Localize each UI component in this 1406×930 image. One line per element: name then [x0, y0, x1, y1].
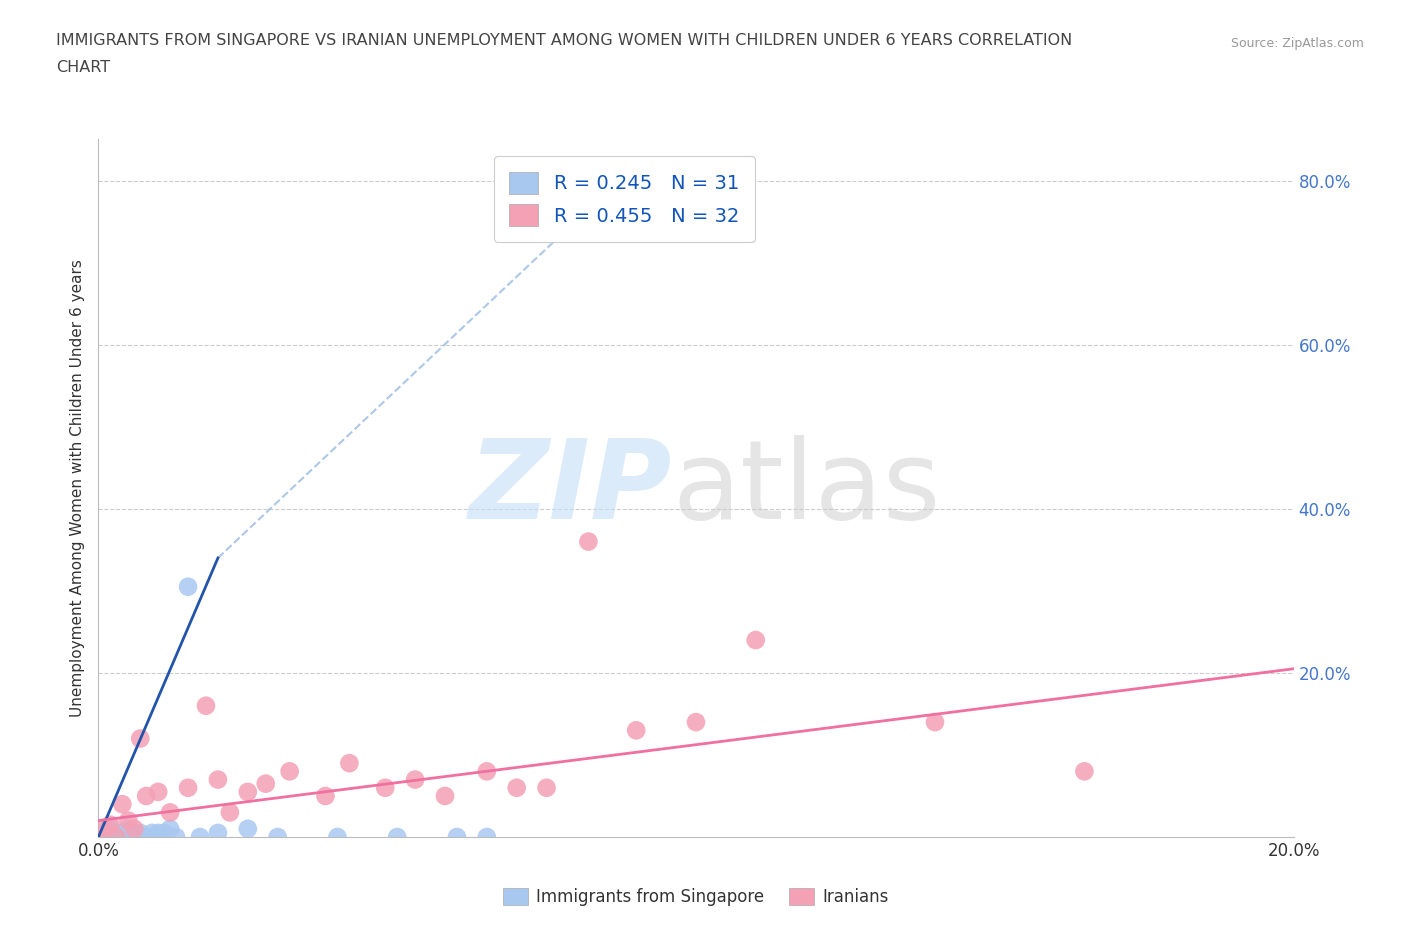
Point: [475, 830, 498, 844]
Text: ZIP: ZIP: [468, 434, 672, 542]
Point: [177, 579, 200, 594]
Point: [141, 826, 163, 841]
Point: [188, 830, 211, 844]
Point: [93, 830, 115, 844]
Point: [148, 826, 170, 841]
Point: [129, 830, 152, 844]
Point: [475, 764, 498, 778]
Point: [624, 723, 647, 737]
Point: [129, 731, 152, 746]
Point: [124, 821, 146, 836]
Point: [219, 805, 242, 820]
Point: [1073, 764, 1095, 778]
Point: [105, 830, 128, 844]
Point: [111, 826, 134, 841]
Point: [98, 817, 122, 832]
Point: [93, 821, 115, 836]
Point: [236, 784, 259, 799]
Point: [207, 772, 229, 787]
Point: [434, 789, 457, 804]
Point: [536, 780, 558, 795]
Legend: Immigrants from Singapore, Iranians: Immigrants from Singapore, Iranians: [496, 881, 896, 912]
Point: [148, 784, 170, 799]
Point: [165, 830, 187, 844]
Point: [177, 780, 200, 795]
Point: [207, 826, 229, 841]
Text: IMMIGRANTS FROM SINGAPORE VS IRANIAN UNEMPLOYMENT AMONG WOMEN WITH CHILDREN UNDE: IMMIGRANTS FROM SINGAPORE VS IRANIAN UNE…: [56, 33, 1073, 47]
Point: [111, 797, 134, 812]
Point: [339, 756, 360, 771]
Point: [578, 534, 600, 549]
Point: [117, 821, 139, 836]
Point: [446, 830, 468, 844]
Point: [135, 830, 157, 844]
Point: [385, 830, 409, 844]
Point: [924, 714, 946, 729]
Point: [326, 830, 349, 844]
Point: [117, 813, 139, 828]
Point: [87, 830, 110, 844]
Y-axis label: Unemployment Among Women with Children Under 6 years: Unemployment Among Women with Children U…: [69, 259, 84, 717]
Point: [236, 821, 259, 836]
Text: CHART: CHART: [56, 60, 110, 75]
Point: [267, 830, 290, 844]
Text: atlas: atlas: [672, 434, 941, 542]
Point: [105, 826, 128, 841]
Point: [148, 830, 170, 844]
Point: [98, 830, 122, 844]
Point: [124, 826, 146, 841]
Point: [374, 780, 396, 795]
Point: [194, 698, 218, 713]
Point: [745, 632, 768, 647]
Point: [135, 789, 157, 804]
Point: [87, 830, 110, 844]
Point: [105, 830, 128, 844]
Point: [117, 826, 139, 841]
Point: [254, 777, 277, 791]
Point: [159, 805, 181, 820]
Point: [404, 772, 426, 787]
Point: [153, 826, 176, 841]
Text: Source: ZipAtlas.com: Source: ZipAtlas.com: [1230, 37, 1364, 50]
Point: [315, 789, 337, 804]
Point: [129, 826, 152, 841]
Point: [685, 714, 707, 729]
Point: [111, 830, 134, 844]
Point: [98, 821, 122, 836]
Point: [506, 780, 529, 795]
Point: [159, 821, 181, 836]
Point: [93, 826, 115, 841]
Point: [278, 764, 301, 778]
Point: [124, 830, 146, 844]
